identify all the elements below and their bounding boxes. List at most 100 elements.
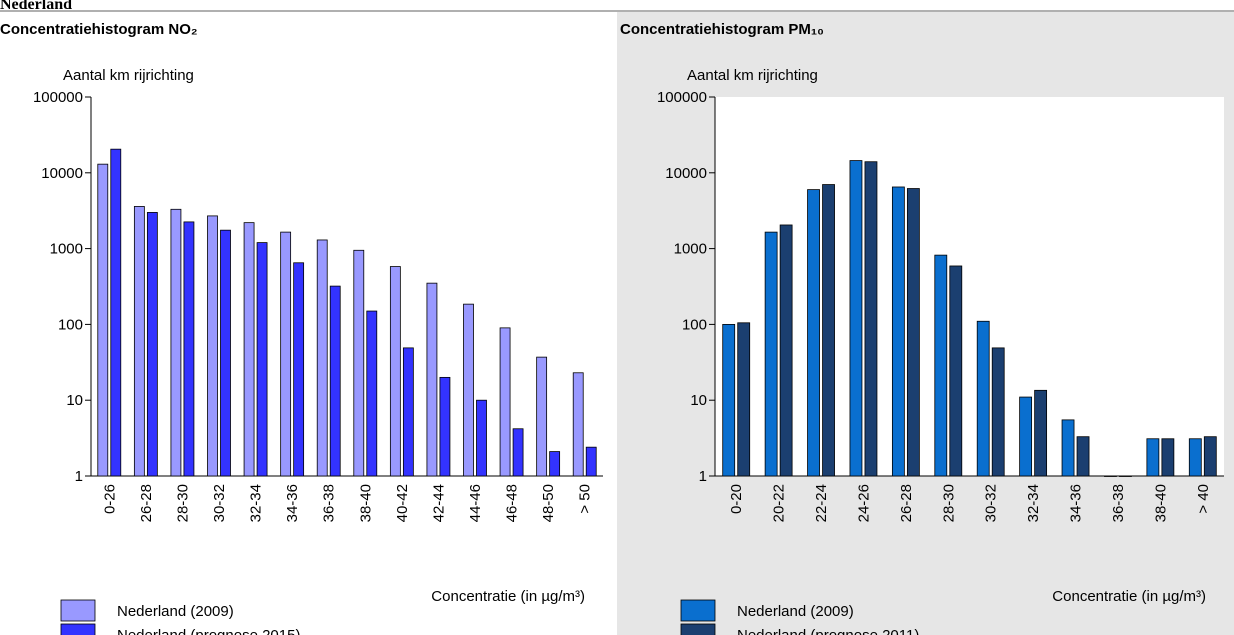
bar [512,428,524,477]
bar [1019,396,1033,477]
bar [426,282,438,477]
bar [476,399,487,477]
x-tick-label: 36-38 [1110,484,1127,522]
x-tick-label: 20-22 [771,484,788,522]
x-tick-label: 30-32 [211,484,228,522]
page-header: Nederland [0,0,72,13]
y-tick-label: 100000 [657,89,707,106]
bar [849,160,863,477]
x-tick-label: 26-28 [138,484,155,522]
bar [110,148,122,477]
x-tick-label: 46-48 [504,484,521,522]
y-tick-label: 100 [682,316,707,333]
x-tick-label: 32-34 [248,484,265,522]
bar [146,212,158,477]
bar [1188,438,1202,477]
bar [991,347,1005,477]
bar [764,231,778,477]
bar [366,310,378,477]
y-tick-label: 1 [699,468,707,485]
bar [1161,438,1175,477]
chart-title: Concentratiehistogram PM₁₀ [620,21,824,38]
bar [1034,389,1048,477]
legend-swatch [60,623,96,635]
bar [256,242,268,477]
x-tick-label: > 40 [1195,484,1212,514]
legend-label: Nederland (2009) [737,603,854,620]
bar [220,229,231,477]
x-tick-label: 28-30 [940,484,957,522]
legend-swatch [680,599,716,622]
x-tick-label: 22-24 [813,484,830,522]
bar [170,208,182,477]
bar [891,186,905,477]
bar [463,303,474,477]
bar [934,254,948,477]
bar [864,161,878,477]
bar [243,222,255,477]
x-tick-label: 36-38 [321,484,338,522]
bar [183,221,195,477]
x-tick-label: 40-42 [394,484,411,522]
bar [779,224,793,477]
bar [1076,436,1090,477]
legend-swatch [60,599,96,622]
bar [1061,419,1075,477]
legend-label: Nederland (prognose 2011) [737,627,919,635]
x-tick-label: 44-46 [467,484,484,522]
x-tick-label: 0-26 [101,484,118,514]
chart-title: Concentratiehistogram NO₂ [0,21,198,38]
x-tick-label: 30-32 [983,484,1000,522]
plot-background [715,97,1224,476]
bar [293,262,305,477]
x-tick-label: 24-26 [855,484,872,522]
bar [549,451,561,477]
bar [722,323,736,477]
bar [402,347,414,477]
bar [316,239,328,477]
bar [585,446,597,477]
bar [439,376,451,477]
bar [976,320,990,477]
y-tick-label: 1000 [674,241,707,258]
bar [1104,475,1117,477]
y-tick-label: 10 [690,392,707,409]
legend-swatch [680,623,716,635]
x-axis-label: Concentratie (in µg/m³) [1052,588,1206,605]
bar [1119,475,1132,477]
bar [389,266,401,477]
bar [499,327,511,477]
bar [1146,438,1160,477]
y-axis-label: Aantal km rijrichting [63,67,194,84]
bar [1203,436,1217,477]
bar [572,372,584,477]
y-tick-label: 10000 [41,165,83,182]
x-tick-label: 34-36 [284,484,301,522]
x-tick-label: 26-28 [898,484,915,522]
x-tick-label: 38-40 [1152,484,1169,522]
x-tick-label: 32-34 [1025,484,1042,522]
y-tick-label: 10000 [665,165,707,182]
x-tick-label: 38-40 [357,484,374,522]
x-tick-label: 0-20 [728,484,745,514]
bar [280,231,292,477]
y-tick-label: 1000 [50,241,83,258]
x-tick-label: 34-36 [1068,484,1085,522]
x-axis-label: Concentratie (in µg/m³) [431,588,585,605]
bar [353,249,365,477]
legend-label: Nederland (prognose 2015) [117,627,300,635]
y-axis-label: Aantal km rijrichting [687,67,818,84]
bar [97,163,109,477]
bar [133,206,145,477]
bar [906,188,920,477]
bar [737,322,751,477]
bar [822,184,835,477]
bar [207,215,218,477]
y-tick-label: 100000 [33,89,83,106]
bar [536,356,548,477]
x-tick-label: > 50 [577,484,594,514]
y-tick-label: 100 [58,316,83,333]
x-tick-label: 48-50 [540,484,557,522]
